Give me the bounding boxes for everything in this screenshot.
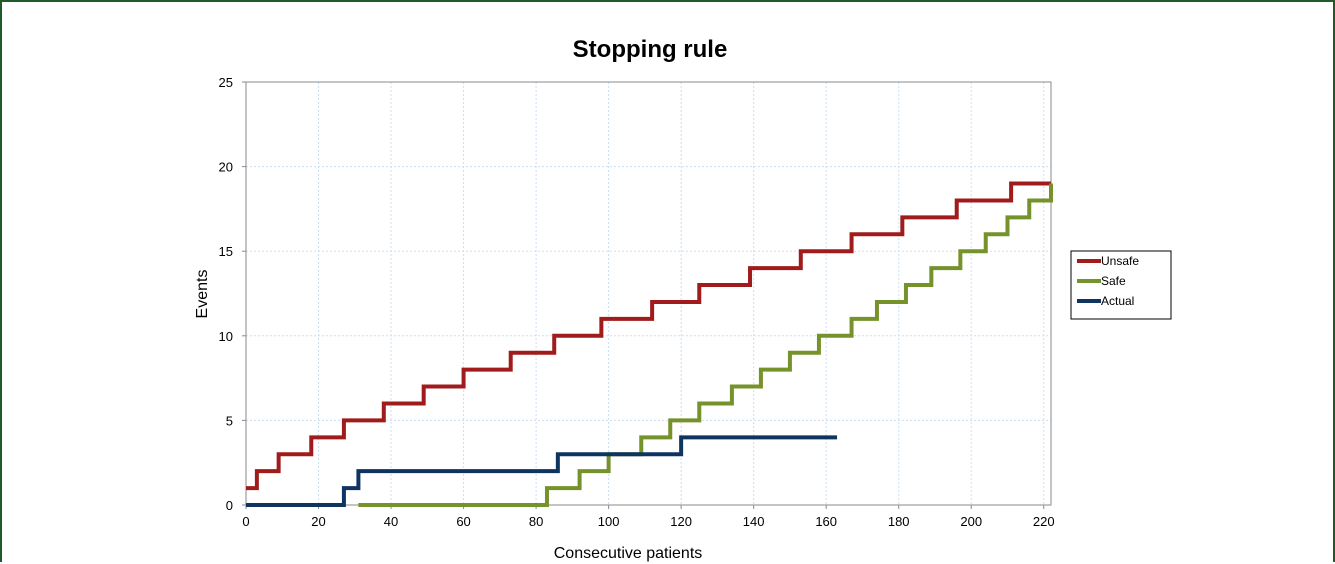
x-tick-label: 140: [743, 514, 765, 529]
x-tick-label: 0: [242, 514, 249, 529]
x-tick-label: 80: [529, 514, 543, 529]
legend: Unsafe Safe Actual: [1070, 250, 1172, 320]
legend-label-unsafe: Unsafe: [1101, 254, 1139, 268]
y-tick-label: 25: [219, 75, 233, 90]
y-tick-label: 0: [226, 498, 233, 513]
legend-label-safe: Safe: [1101, 274, 1126, 288]
legend-label-actual: Actual: [1101, 294, 1134, 308]
x-axis-title: Consecutive patients: [554, 545, 703, 562]
x-tick-label: 200: [960, 514, 982, 529]
series-layer: [246, 181, 1053, 507]
x-tick-label: 220: [1033, 514, 1055, 529]
y-tick-label: 20: [219, 160, 233, 175]
x-axis-ticks: 0 20 40 60 80 100 120 140 160 180 200 220: [242, 505, 1055, 529]
y-axis-ticks: 0 5 10 15 20 25: [219, 75, 246, 513]
y-tick-label: 10: [219, 329, 233, 344]
x-tick-label: 20: [311, 514, 325, 529]
y-tick-label: 15: [219, 244, 233, 259]
y-tick-label: 5: [226, 413, 233, 428]
y-axis-title: Events: [194, 270, 211, 319]
x-tick-label: 120: [670, 514, 692, 529]
series-line-unsafe: [246, 181, 1051, 491]
series-line-safe: [358, 183, 1053, 507]
series-line-actual: [246, 435, 838, 507]
plot-area: [245, 81, 1052, 506]
chart-title: Stopping rule: [573, 36, 728, 63]
x-tick-label: 160: [815, 514, 837, 529]
gridlines: [246, 82, 1051, 505]
x-tick-label: 180: [888, 514, 910, 529]
x-tick-label: 100: [598, 514, 620, 529]
x-tick-label: 40: [384, 514, 398, 529]
x-tick-label: 60: [456, 514, 470, 529]
